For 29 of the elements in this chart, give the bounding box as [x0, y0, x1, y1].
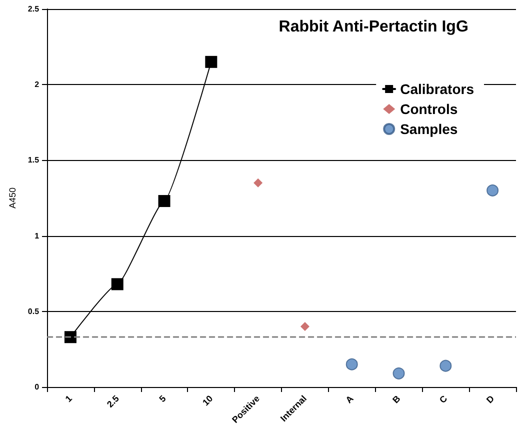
- point: [111, 278, 124, 290]
- x-tick-label: B: [390, 393, 403, 406]
- x-tick-label: C: [438, 393, 450, 406]
- legend-label: Samples: [400, 121, 458, 137]
- point: [205, 56, 218, 68]
- point: [158, 195, 170, 208]
- point: [486, 184, 499, 196]
- x-tick-label: D: [484, 393, 496, 406]
- x-tick-label: 1: [63, 393, 74, 404]
- point: [392, 367, 405, 380]
- y-tick-label: 2.5: [28, 4, 40, 14]
- y-axis-title: A450: [8, 187, 18, 209]
- y-tick-label: 0.5: [28, 306, 40, 316]
- legend-label: Controls: [400, 101, 458, 117]
- x-tick-label: 10: [200, 393, 215, 408]
- legend-label: Calibrators: [400, 81, 474, 97]
- text: Rabbit Anti-Pertactin IgG: [278, 18, 468, 36]
- point: [440, 360, 452, 372]
- y-tick-label: 1: [34, 231, 40, 240]
- point: [254, 178, 263, 188]
- x-tick-label: A: [344, 393, 356, 406]
- y-tick-label: 2: [34, 80, 40, 90]
- x-tick-label: 5: [157, 393, 168, 404]
- point: [346, 358, 358, 370]
- point: [64, 331, 76, 344]
- y-tick-label: 1.5: [28, 156, 40, 165]
- x-tick-label: 2.5: [104, 393, 121, 410]
- point: [300, 322, 310, 332]
- y-tick-label: 0: [34, 382, 40, 392]
